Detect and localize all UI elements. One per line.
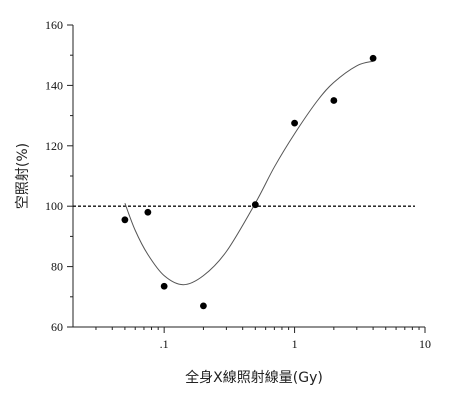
- x-axis-label: 全身X線照射線量(Gy): [185, 369, 323, 386]
- y-tick-label: 140: [45, 78, 63, 92]
- y-tick-label: 100: [45, 199, 63, 213]
- y-tick-label: 160: [45, 18, 63, 32]
- data-point: [200, 302, 207, 310]
- x-tick-label: .1: [160, 337, 169, 351]
- x-tick-label: 1: [292, 337, 298, 351]
- y-tick-label: 80: [51, 260, 63, 274]
- y-axis-label: 空照射(%): [15, 143, 31, 209]
- y-tick-label: 120: [45, 139, 63, 153]
- data-point: [291, 119, 298, 127]
- data-point: [251, 201, 259, 209]
- data-point: [144, 208, 152, 216]
- data-point: [121, 216, 129, 224]
- axes: [72, 25, 425, 328]
- ticks: 60 80 100 120 140 160 .1 1 10: [45, 18, 431, 351]
- data-point: [369, 54, 377, 62]
- x-tick-label: 10: [419, 337, 431, 351]
- fit-curve: [124, 60, 374, 286]
- data-point: [160, 282, 168, 290]
- plot-area: [73, 54, 415, 310]
- data-point: [330, 97, 338, 104]
- y-tick-label: 60: [51, 320, 63, 334]
